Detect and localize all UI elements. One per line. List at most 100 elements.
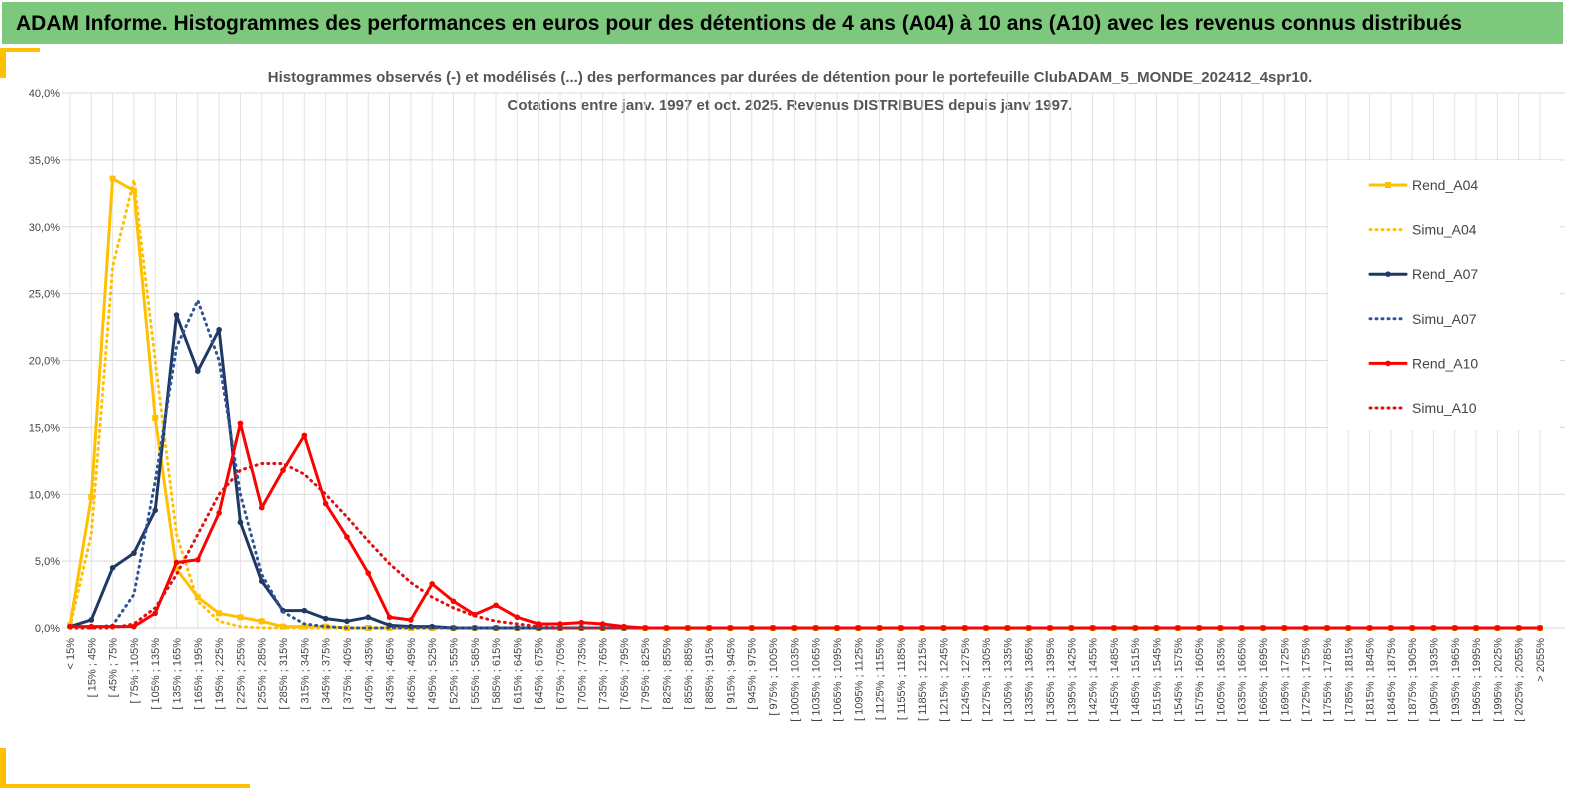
marker xyxy=(1068,625,1075,631)
x-tick-label: [ 1005% ; 1035% xyxy=(789,638,801,722)
marker xyxy=(88,617,95,623)
marker xyxy=(322,623,329,630)
y-tick-label: 20,0% xyxy=(29,356,60,368)
marker xyxy=(258,578,265,584)
marker xyxy=(173,312,180,318)
y-tick-label: 0,0% xyxy=(35,623,60,635)
x-tick-label: [ 1185% ; 1215% xyxy=(917,638,929,721)
x-tick-label: [ 1485% ; 1515% xyxy=(1130,638,1142,722)
chart-title: Histogrammes observés (-) et modélisés (… xyxy=(268,69,1313,86)
marker xyxy=(131,550,137,556)
x-tick-label: [ 1845% ; 1875% xyxy=(1386,638,1398,722)
x-tick-label: [ 225% ; 255% xyxy=(235,638,247,710)
x-tick-label: [ 135% ; 165% xyxy=(172,638,184,710)
y-tick-label: 25,0% xyxy=(29,289,60,301)
x-tick-label: [ 1215% ; 1245% xyxy=(938,638,950,722)
x-tick-label: < 15% xyxy=(65,638,77,670)
marker xyxy=(216,610,223,617)
x-tick-label: [ 1695% ; 1725% xyxy=(1279,638,1291,722)
x-tick-label: [ 105% ; 135% xyxy=(150,638,162,710)
x-tick-label: [ 195% ; 225% xyxy=(214,638,226,710)
marker xyxy=(471,625,478,631)
x-tick-label: [ 15% ; 45% xyxy=(86,638,98,698)
marker xyxy=(258,504,265,511)
marker xyxy=(237,519,244,526)
legend-label: Rend_A07 xyxy=(1412,266,1478,282)
x-tick-label: [ 1035% ; 1065% xyxy=(811,638,823,722)
y-tick-label: 35,0% xyxy=(29,155,60,167)
marker xyxy=(322,500,329,507)
y-tick-label: 15,0% xyxy=(29,422,60,434)
x-tick-label: [ 1755% ; 1785% xyxy=(1322,638,1334,722)
x-tick-label: [ 885% ; 915% xyxy=(704,638,716,710)
legend-label: Simu_A04 xyxy=(1412,222,1477,238)
y-tick-label: 5,0% xyxy=(35,556,60,568)
x-tick-label: [ 375% ; 405% xyxy=(342,638,354,710)
x-tick-label: [ 855% ; 885% xyxy=(683,638,695,710)
x-tick-label: [ 735% ; 765% xyxy=(598,638,610,710)
x-tick-label: [ 1455% ; 1485% xyxy=(1109,638,1121,722)
marker xyxy=(450,598,457,605)
x-tick-label: [ 675% ; 705% xyxy=(555,638,567,710)
marker xyxy=(365,570,372,576)
series-line xyxy=(68,177,1542,630)
marker xyxy=(195,556,201,563)
x-tick-label: [ 795% ; 825% xyxy=(640,638,652,710)
x-tick-label: [ 285% ; 315% xyxy=(278,638,290,710)
chart: Histogrammes observés (-) et modélisés (… xyxy=(0,48,1565,788)
x-tick-label: [ 1305% ; 1335% xyxy=(1002,638,1014,722)
x-tick-label: [ 915% ; 945% xyxy=(725,638,737,710)
series-line xyxy=(68,298,1542,630)
marker xyxy=(195,368,201,375)
x-tick-label: [ 825% ; 855% xyxy=(662,638,674,710)
x-tick-label: [ 1635% ; 1665% xyxy=(1237,638,1249,722)
legend-label: Simu_A10 xyxy=(1412,400,1477,416)
x-tick-label: [ 1515% ; 1545% xyxy=(1152,638,1164,722)
marker xyxy=(258,618,265,625)
x-tick-label: > 2055% xyxy=(1535,638,1547,682)
marker xyxy=(237,614,244,621)
marker xyxy=(131,623,137,630)
x-tick-label: [ 1605% ; 1635% xyxy=(1215,638,1227,722)
marker xyxy=(344,534,350,540)
marker xyxy=(173,559,180,566)
marker xyxy=(429,581,435,587)
x-tick-label: [ 555% ; 585% xyxy=(470,638,482,710)
legend-box xyxy=(1328,160,1560,430)
marker xyxy=(876,625,883,631)
x-tick-label: [ 1065% ; 1095% xyxy=(832,638,844,722)
marker xyxy=(514,614,521,621)
marker xyxy=(173,566,180,573)
legend-marker xyxy=(1385,271,1391,277)
marker xyxy=(514,625,521,631)
x-tick-label: [ 405% ; 435% xyxy=(363,638,375,710)
x-tick-label: [ 975% ; 1005% xyxy=(768,638,780,716)
marker xyxy=(1302,625,1309,631)
x-tick-label: [ 945% ; 975% xyxy=(747,638,759,710)
x-tick-label: [ 1665% ; 1695% xyxy=(1258,638,1270,722)
x-tick-label: [ 585% ; 615% xyxy=(491,638,503,710)
legend-marker xyxy=(1385,182,1391,188)
legend-marker xyxy=(1385,360,1391,367)
x-tick-label: [ 345% ; 375% xyxy=(321,638,333,710)
x-tick-label: [ 765% ; 795% xyxy=(619,638,631,710)
x-tick-label: [ 1785% ; 1815% xyxy=(1343,638,1355,722)
x-tick-label: [ 1815% ; 1845% xyxy=(1365,638,1377,722)
x-tick-label: [ 255% ; 285% xyxy=(257,638,269,710)
x-tick-label: [ 1275% ; 1305% xyxy=(981,638,993,722)
marker xyxy=(280,467,286,473)
marker xyxy=(152,507,159,514)
x-tick-label: [ 75% ; 105% xyxy=(129,638,141,704)
marker xyxy=(493,602,499,609)
x-tick-label: [ 1125% ; 1155% xyxy=(875,638,887,720)
marker xyxy=(642,625,649,631)
x-tick-label: [ 1545% ; 1575% xyxy=(1173,638,1185,722)
x-tick-label: [ 465% ; 495% xyxy=(406,638,418,710)
y-tick-label: 10,0% xyxy=(29,489,60,501)
legend-label: Simu_A07 xyxy=(1412,311,1477,327)
marker xyxy=(301,623,308,630)
x-tick-label: [ 2025% ; 2055% xyxy=(1514,638,1526,722)
x-tick-label: [ 1725% ; 1755% xyxy=(1301,638,1313,722)
x-tick-label: [ 1995% ; 2025% xyxy=(1492,638,1504,722)
